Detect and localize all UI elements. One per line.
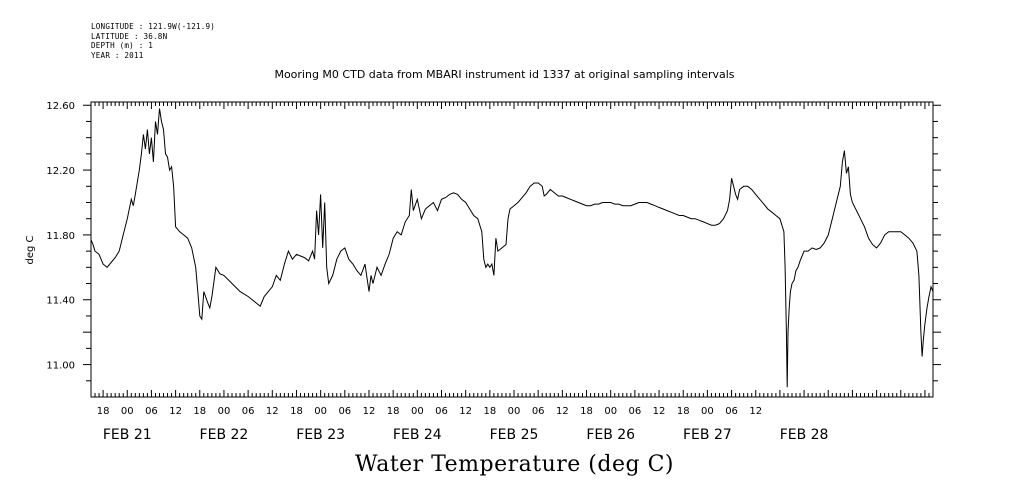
x-hour-tick-label: 12 <box>169 406 182 417</box>
x-day-label: FEB 27 <box>683 427 732 443</box>
chart-title: Mooring M0 CTD data from MBARI instrumen… <box>274 68 735 81</box>
x-day-label: FEB 28 <box>780 427 829 443</box>
x-hour-tick-label: 00 <box>218 406 231 417</box>
x-hour-tick-label: 18 <box>580 406 593 417</box>
x-hour-tick-label: 06 <box>242 406 255 417</box>
x-day-label: FEB 26 <box>586 427 635 443</box>
x-hour-tick-label: 12 <box>653 406 666 417</box>
x-hour-tick-label: 18 <box>193 406 206 417</box>
y-tick-label: 11.40 <box>46 296 75 307</box>
x-hour-tick-label: 06 <box>629 406 642 417</box>
x-hour-tick-label: 00 <box>701 406 714 417</box>
x-hour-tick-label: 00 <box>604 406 617 417</box>
plot-frame <box>90 101 934 398</box>
metadata-block: LONGITUDE : 121.9W(-121.9) LATITUDE : 36… <box>91 22 215 60</box>
x-hour-tick-label: 18 <box>97 406 110 417</box>
longitude-label: LONGITUDE : 121.9W(-121.9) <box>91 22 216 31</box>
x-hour-tick-label: 06 <box>338 406 351 417</box>
x-hour-tick-label: 00 <box>314 406 327 417</box>
x-hour-tick-label: 00 <box>411 406 424 417</box>
x-hour-tick-label: 12 <box>363 406 376 417</box>
x-hour-tick-label: 12 <box>749 406 762 417</box>
x-hour-tick-label: 12 <box>459 406 472 417</box>
temperature-series-line <box>90 108 934 388</box>
x-hour-tick-label: 06 <box>145 406 158 417</box>
x-day-label: FEB 25 <box>490 427 539 443</box>
x-day-label: FEB 23 <box>296 427 345 443</box>
x-hour-tick-label: 18 <box>483 406 496 417</box>
x-day-label: FEB 21 <box>103 427 152 443</box>
latitude-label: LATITUDE : 36.8N <box>91 31 168 41</box>
x-hour-tick-label: 18 <box>677 406 690 417</box>
x-hour-tick-label: 18 <box>387 406 400 417</box>
year-label: YEAR : 2011 <box>91 50 144 60</box>
x-hour-tick-label: 00 <box>508 406 521 417</box>
x-hour-tick-label: 12 <box>266 406 279 417</box>
depth-label: DEPTH (m) : 1 <box>91 41 154 50</box>
x-hour-tick-label: 06 <box>435 406 448 417</box>
x-hour-tick-label: 06 <box>532 406 545 417</box>
y-tick-label: 11.00 <box>46 361 75 372</box>
x-hour-tick-label: 12 <box>556 406 569 417</box>
x-hour-tick-label: 06 <box>725 406 738 417</box>
x-day-label: FEB 24 <box>393 427 442 443</box>
y-axis-title: deg C <box>25 235 36 264</box>
x-axis-title: Water Temperature (deg C) <box>355 452 674 477</box>
y-tick-label: 11.80 <box>46 231 75 242</box>
x-hour-tick-label: 00 <box>121 406 134 417</box>
x-hour-tick-label: 18 <box>290 406 303 417</box>
y-tick-label: 12.20 <box>46 166 75 177</box>
y-tick-label: 12.60 <box>46 101 75 112</box>
x-day-label: FEB 22 <box>200 427 249 443</box>
